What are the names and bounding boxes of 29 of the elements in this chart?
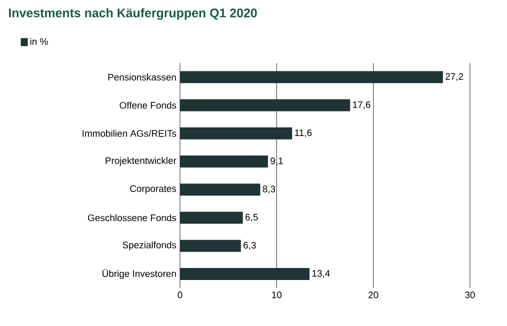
bar — [180, 155, 268, 168]
y-tick-label: Spezialfonds — [122, 241, 176, 250]
y-tick-label: Offene Fonds — [120, 102, 176, 109]
bar — [180, 240, 241, 252]
x-tick-label: 30 — [465, 292, 475, 298]
data-label: 17,6 — [353, 101, 370, 110]
y-tick-label: Pensionskassen — [108, 74, 176, 81]
bar — [180, 268, 310, 280]
y-tick-label: Corporates — [130, 185, 176, 194]
y-tick-label: Immobilien AGs/REITs — [82, 130, 176, 137]
bar — [180, 184, 260, 196]
x-tick-label: 10 — [272, 292, 282, 298]
y-tick-label: Übrige Investoren — [102, 268, 176, 279]
bar — [180, 212, 243, 224]
chart-title: Investments nach Käufergruppen Q1 2020 — [9, 8, 257, 20]
x-tick-label: 0 — [178, 292, 182, 298]
bar — [180, 99, 350, 112]
data-label: 6,5 — [246, 214, 258, 222]
bar — [180, 127, 292, 140]
bar — [180, 71, 443, 84]
x-tick-label: 20 — [368, 292, 378, 298]
data-label: 6,3 — [244, 242, 256, 250]
legend-label: in % — [30, 38, 48, 45]
y-tick-label: Geschlossene Fonds — [88, 214, 176, 222]
y-tick-label: Projektentwickler — [106, 157, 176, 166]
data-label: 8,3 — [262, 186, 276, 194]
data-label: 27,2 — [446, 73, 464, 81]
data-label: 13,4 — [312, 270, 330, 278]
data-label: 11,6 — [295, 129, 312, 138]
